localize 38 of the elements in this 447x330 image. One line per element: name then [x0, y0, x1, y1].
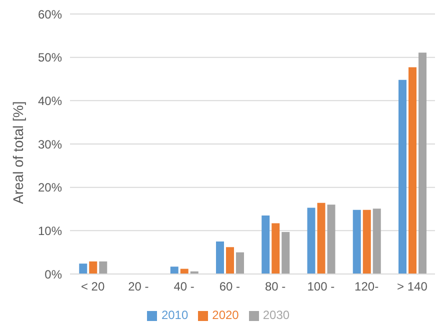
bar [307, 208, 316, 274]
bar [170, 266, 178, 274]
bar [352, 210, 361, 274]
bar [216, 242, 224, 274]
y-tick-label: 0% [44, 267, 62, 282]
bar [372, 208, 381, 274]
y-tick-label: 10% [38, 224, 62, 238]
bar [398, 80, 406, 274]
x-tick-label: 20 - [128, 280, 149, 294]
x-tick-label: 120- [354, 280, 379, 294]
legend-label: 2030 [262, 308, 290, 322]
bar [317, 202, 326, 274]
bar [89, 261, 98, 274]
legend-label: 2020 [212, 308, 239, 322]
bar [79, 264, 88, 274]
bar [99, 261, 108, 274]
y-tick-label: 40% [38, 94, 62, 108]
x-tick-label: > 140 [397, 280, 428, 294]
x-tick-label: 60 - [219, 280, 240, 294]
bar [327, 204, 336, 274]
y-tick-label: 30% [38, 137, 62, 152]
x-tick-label: < 20 [80, 280, 105, 294]
legend-label: 2010 [161, 308, 188, 322]
bar [236, 252, 244, 274]
bar [362, 210, 371, 274]
x-tick-label: 80 - [264, 280, 286, 294]
y-tick-label: 20% [38, 180, 62, 195]
bar [408, 67, 416, 274]
y-tick-label: 50% [38, 50, 62, 65]
bar [418, 52, 426, 274]
x-tick-label: 40 - [174, 280, 194, 294]
x-tick-label: 100 - [307, 280, 335, 294]
bar [226, 247, 234, 274]
bar [282, 232, 290, 274]
y-tick-label: 60% [38, 7, 62, 22]
y-axis-title: Areal of total [%] [10, 101, 26, 204]
bar [272, 223, 280, 274]
bar [262, 216, 270, 274]
